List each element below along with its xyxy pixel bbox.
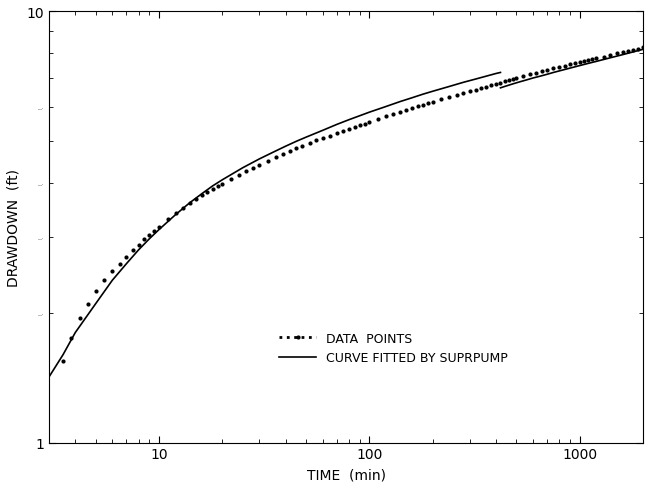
X-axis label: TIME  (min): TIME (min) — [307, 467, 385, 481]
Legend: DATA  POINTS, CURVE FITTED BY SUPRPUMP: DATA POINTS, CURVE FITTED BY SUPRPUMP — [274, 327, 513, 369]
Y-axis label: DRAWDOWN  (ft): DRAWDOWN (ft) — [7, 169, 21, 286]
